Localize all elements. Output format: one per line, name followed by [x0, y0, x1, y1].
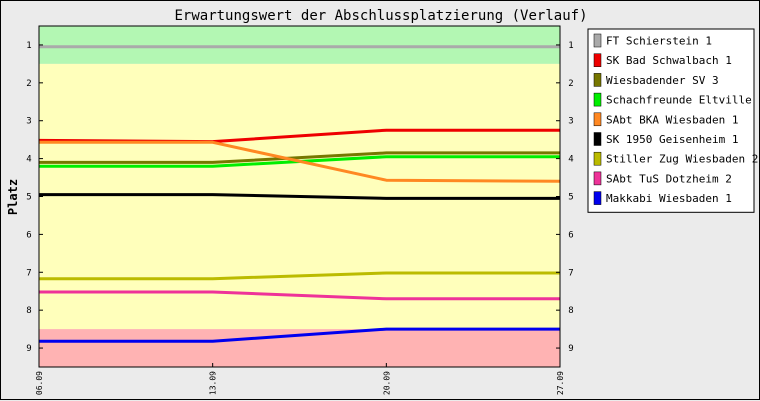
y-tick-label-left: 1: [26, 41, 31, 51]
y-tick-label-right: 4: [568, 155, 573, 165]
legend-label: SAbt BKA Wiesbaden 1: [606, 113, 738, 126]
series-line-8: [39, 327, 560, 343]
legend-swatch: [593, 92, 602, 107]
series-line-4: [39, 140, 561, 183]
legend-swatch: [593, 73, 602, 87]
legend-label: Stiller Zug Wiesbaden 2: [606, 153, 758, 166]
series-line-2: [39, 151, 560, 164]
legend-box: [587, 28, 755, 213]
y-tick-label-left: 3: [26, 117, 31, 127]
y-axis-right: 1 2 3 4 5 6 7 8 9: [556, 41, 574, 354]
legend-swatch: [593, 191, 602, 205]
series-line-7: [39, 290, 560, 301]
series-line-6: [39, 271, 560, 281]
legend-label: Wiesbadender SV 3: [606, 74, 719, 87]
legend-label: FT Schierstein 1: [606, 35, 712, 48]
y-tick-label-left: 5: [26, 193, 31, 203]
legend-swatch: [593, 132, 602, 146]
y-axis-label: Platz: [6, 179, 20, 215]
series-line-5: [39, 193, 560, 200]
chart-title: Erwartungswert der Abschlussplatzierung …: [174, 8, 587, 24]
y-tick-label-right: 7: [568, 268, 573, 278]
y-tick-label-left: 7: [26, 268, 31, 278]
series-lines: [38, 45, 561, 343]
y-tick-label-right: 3: [568, 117, 573, 127]
y-tick-label-right: 5: [568, 193, 573, 203]
y-tick-label-right: 8: [568, 306, 573, 316]
legend-swatch: [593, 33, 602, 48]
y-tick-label-left: 2: [26, 79, 31, 89]
y-axis-left: 1 2 3 4 5 6 7 8 9: [26, 41, 43, 354]
y-tick-label-right: 6: [568, 230, 573, 240]
legend: FT Schierstein 1 SK Bad Schwalbach 1 Wiesb…: [587, 28, 760, 213]
y-tick-label-left: 9: [26, 344, 31, 354]
y-tick-label-left: 8: [26, 306, 31, 316]
y-tick-label-left: 4: [26, 155, 31, 165]
x-tick-label: 27.09: [556, 371, 565, 395]
legend-label: Makkabi Wiesbaden 1: [606, 192, 732, 205]
zone-0: [39, 26, 560, 64]
legend-swatch: [593, 171, 602, 186]
legend-label: Schachfreunde Eltville 2: [606, 94, 760, 107]
y-tick-label-right: 9: [568, 344, 573, 354]
legend-swatch: [593, 112, 602, 127]
legend-label: SK Bad Schwalbach 1: [606, 54, 732, 67]
legend-label: SAbt TuS Dotzheim 2: [606, 172, 732, 185]
legend-swatch: [593, 53, 602, 67]
x-tick-label: 20.09: [382, 371, 391, 395]
y-tick-label-left: 6: [26, 230, 31, 240]
x-tick-label: 13.09: [209, 371, 218, 395]
legend-label: SK 1950 Geisenheim 1: [606, 133, 738, 146]
y-tick-label-right: 2: [568, 79, 573, 89]
x-tick-label: 06.09: [35, 371, 44, 395]
x-axis: 06.09 13.09 20.09 27.09: [35, 363, 565, 395]
y-tick-label-right: 1: [568, 41, 573, 51]
legend-swatch: [593, 151, 602, 166]
